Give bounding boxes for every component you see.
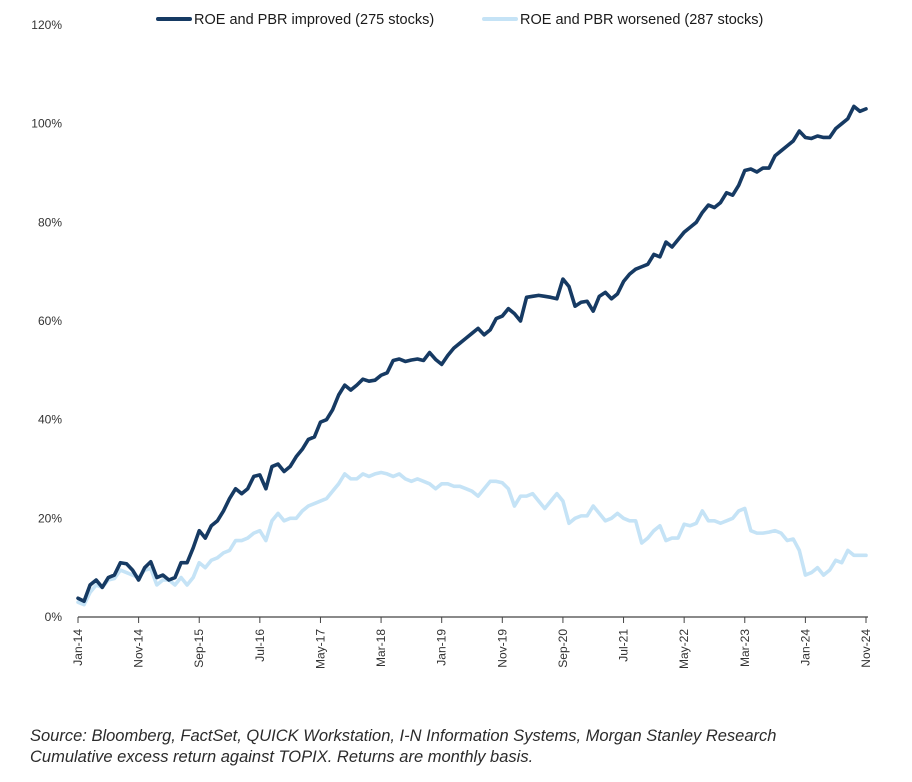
x-tick-label: Jul-16 [253, 629, 267, 662]
x-tick-label: Nov-14 [132, 629, 146, 668]
x-tick-label: Nov-19 [495, 629, 509, 668]
note-line: Cumulative excess return against TOPIX. … [30, 748, 534, 766]
y-tick-label: 100% [31, 117, 62, 131]
legend-label-improved: ROE and PBR improved (275 stocks) [194, 12, 434, 28]
x-tick-label: Sep-20 [556, 629, 570, 668]
source-line: Source: Bloomberg, FactSet, QUICK Workst… [30, 727, 777, 745]
y-axis: 0% 20% 40% 60% 80% 100% 120% [31, 18, 62, 624]
x-tick-label: Jan-14 [71, 629, 85, 666]
legend: ROE and PBR improved (275 stocks) ROE an… [156, 12, 763, 28]
line-chart: ROE and PBR improved (275 stocks) ROE an… [31, 12, 873, 669]
y-tick-label: 80% [38, 215, 62, 229]
x-tick-label: Jan-24 [798, 629, 812, 666]
y-tick-label: 20% [38, 511, 62, 525]
legend-label-worsened: ROE and PBR worsened (287 stocks) [520, 12, 763, 28]
x-tick-label: May-22 [677, 629, 691, 669]
x-tick-label: May-17 [313, 629, 327, 669]
y-tick-label: 0% [45, 610, 63, 624]
y-tick-label: 60% [38, 314, 62, 328]
source-note: Source: Bloomberg, FactSet, QUICK Workst… [30, 726, 900, 768]
y-tick-label: 40% [38, 413, 62, 427]
x-tick-label: Sep-15 [192, 629, 206, 668]
x-tick-label: Jan-19 [435, 629, 449, 666]
y-tick-label: 120% [31, 18, 62, 32]
x-tick-label: Mar-18 [374, 629, 388, 667]
x-axis: Jan-14 Nov-14 Sep-15 Jul-16 May-17 Mar-18 Jan-… [71, 616, 873, 669]
x-tick-label: Jul-21 [617, 629, 631, 662]
x-tick-label: Mar-23 [738, 629, 752, 667]
series-layer [76, 104, 868, 607]
series-line-improved [76, 104, 868, 604]
x-tick-label: Nov-24 [859, 629, 873, 668]
series-line-worsened [76, 470, 868, 607]
